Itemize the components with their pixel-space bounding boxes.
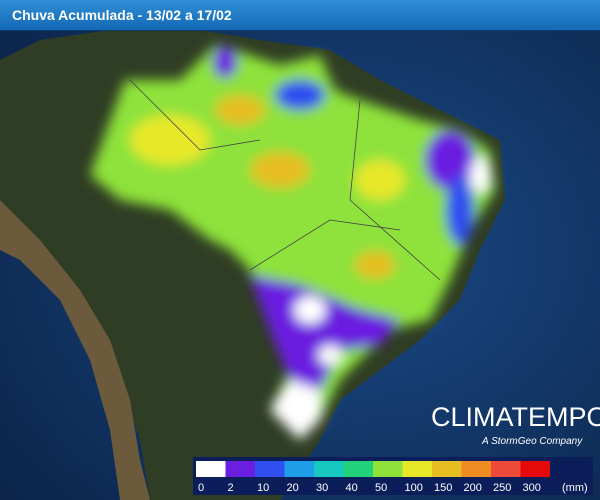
andes <box>0 200 150 500</box>
legend: 0 2 10 20 30 40 50 100 150 200 250 300 (mm) <box>196 461 588 494</box>
legend-label: 10 <box>257 482 269 494</box>
legend-swatch <box>196 461 226 477</box>
legend-swatch <box>491 461 521 477</box>
legend-label: 2 <box>228 482 234 494</box>
legend-label: 100 <box>405 482 423 494</box>
brand-name: CLIMATEMPO <box>431 402 600 432</box>
legend-swatch <box>225 461 255 477</box>
legend-swatch <box>255 461 285 477</box>
legend-swatch <box>432 461 462 477</box>
legend-label: 300 <box>523 482 541 494</box>
legend-swatch <box>461 461 491 477</box>
header-bar: Chuva Acumulada - 13/02 a 17/02 <box>0 0 600 31</box>
rain-field <box>90 45 495 440</box>
legend-label: 40 <box>346 482 358 494</box>
legend-swatch <box>520 461 550 477</box>
brand-tagline: A StormGeo Company <box>481 436 583 447</box>
legend-swatch <box>373 461 403 477</box>
state-borders <box>129 79 441 281</box>
legend-unit: (mm) <box>562 482 588 494</box>
legend-label: 250 <box>493 482 511 494</box>
legend-label: 200 <box>464 482 482 494</box>
legend-label: 50 <box>375 482 387 494</box>
legend-swatch <box>402 461 432 477</box>
legend-swatch <box>284 461 314 477</box>
title: Chuva Acumulada - 13/02 a 17/02 <box>12 7 232 23</box>
legend-label: 30 <box>316 482 328 494</box>
legend-label: 150 <box>434 482 452 494</box>
legend-swatch <box>343 461 373 477</box>
legend-label: 20 <box>287 482 299 494</box>
legend-swatch <box>314 461 344 477</box>
legend-label: 0 <box>198 482 204 494</box>
